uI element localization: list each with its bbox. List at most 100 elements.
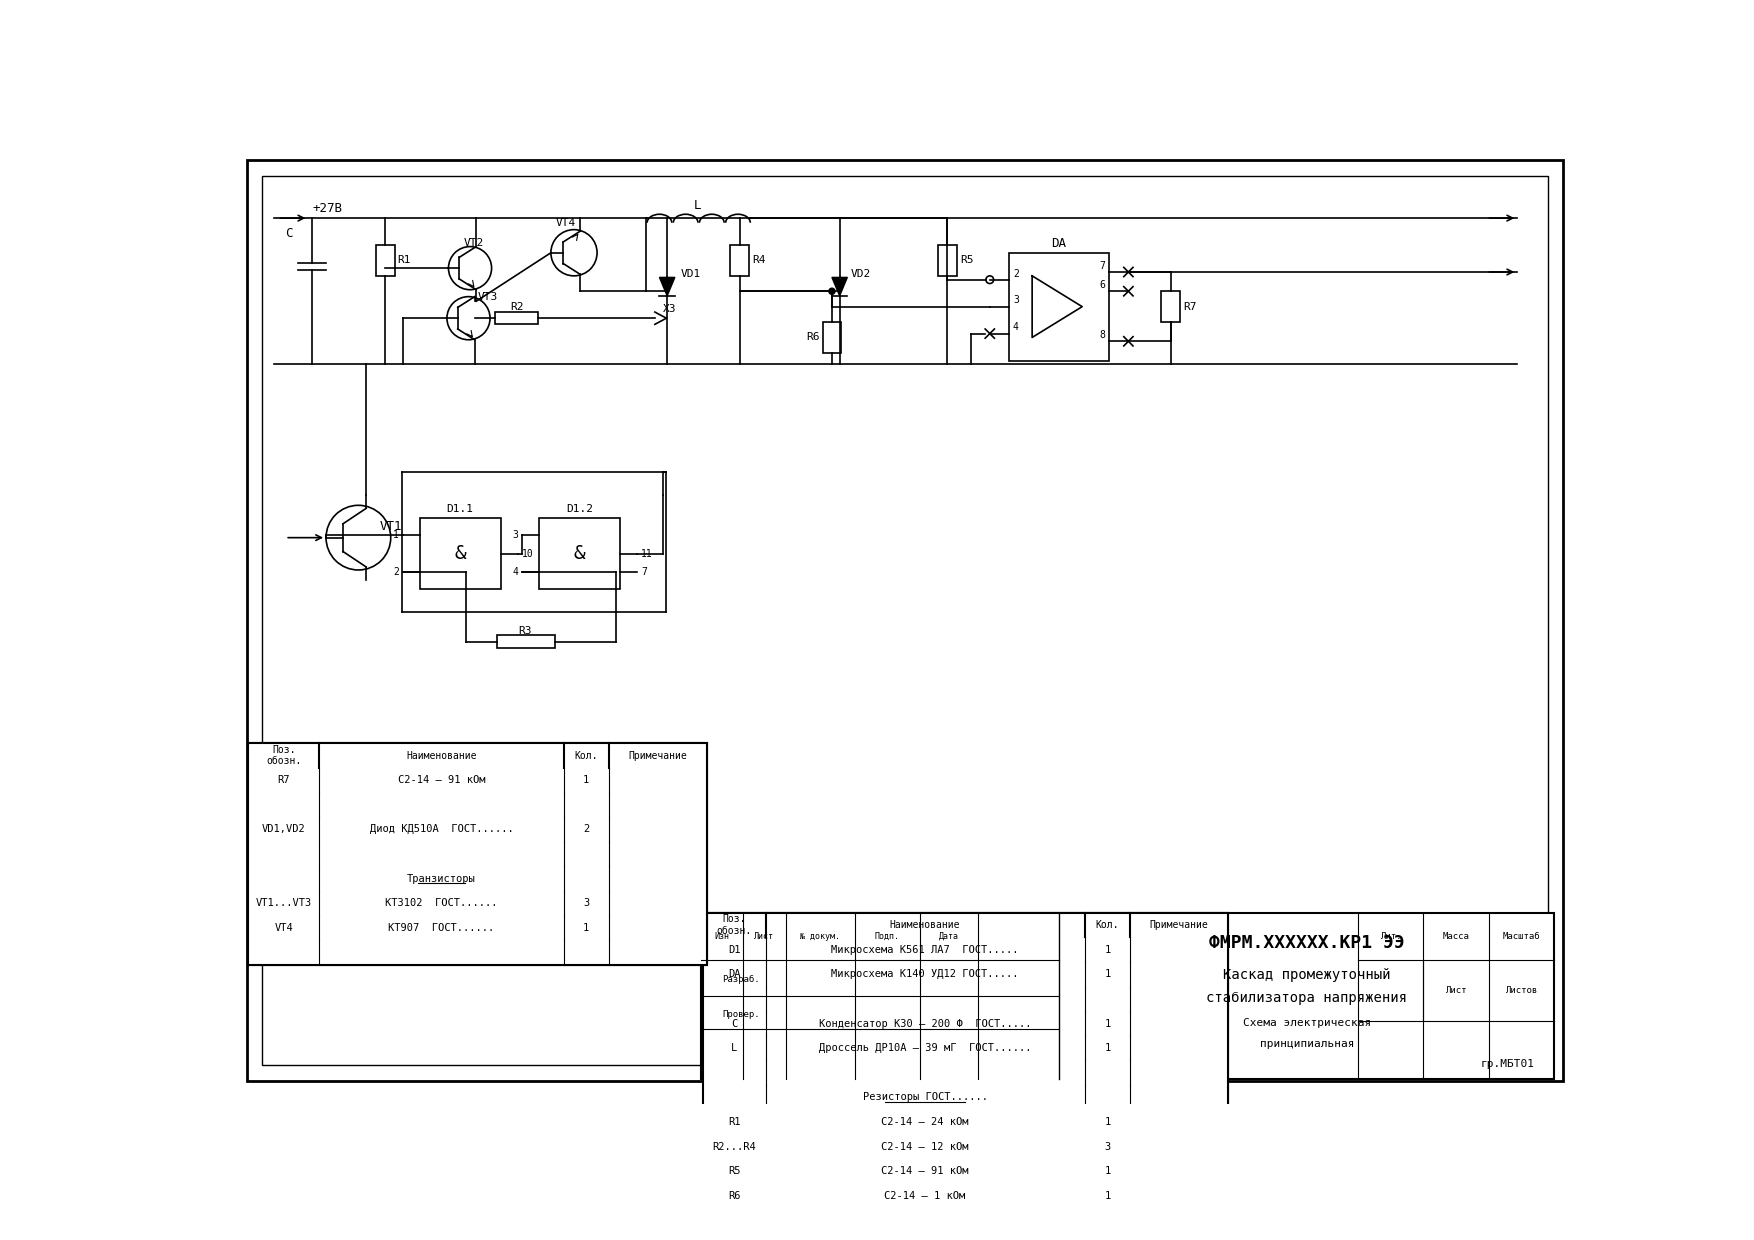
Text: 2: 2 (1012, 269, 1019, 279)
Text: Кол.: Кол. (1096, 920, 1119, 930)
Bar (703, 937, 1228, 962)
Text: 7: 7 (1100, 260, 1105, 270)
Bar (1161, 291, 1180, 322)
Bar (702, 914, 1554, 1079)
Text: Примечание: Примечание (628, 750, 688, 760)
Text: &: & (454, 544, 467, 563)
Bar (703, 1184, 1228, 1208)
Text: R1: R1 (728, 1117, 740, 1127)
Text: Лист: Лист (1445, 986, 1466, 994)
Bar (249, 743, 707, 768)
Text: Масса: Масса (1442, 932, 1470, 941)
Text: DA: DA (728, 970, 740, 980)
Bar (703, 987, 1228, 1011)
Text: Лит.: Лит. (1380, 932, 1401, 941)
Text: 8: 8 (1100, 330, 1105, 340)
Polygon shape (660, 278, 675, 296)
Text: С: С (286, 227, 293, 241)
Text: Изн: Изн (714, 932, 730, 941)
Text: Лист: Лист (754, 932, 774, 941)
Text: R2: R2 (510, 303, 524, 312)
Text: 7: 7 (640, 568, 647, 578)
Text: R7: R7 (1182, 301, 1196, 311)
Bar (249, 915, 707, 940)
Text: стабилизатора напряжения: стабилизатора напряжения (1207, 991, 1407, 1004)
Text: Транзисторы: Транзисторы (407, 874, 475, 884)
Text: Дроссель ДР10А – 39 мГ  ГОСТ......: Дроссель ДР10А – 39 мГ ГОСТ...... (819, 1043, 1031, 1053)
Text: R3: R3 (519, 626, 531, 636)
Text: VT1: VT1 (381, 520, 402, 533)
Bar (419, 518, 502, 589)
Bar (249, 867, 707, 892)
Bar (703, 1135, 1228, 1159)
Text: Примечание: Примечание (1151, 920, 1209, 930)
Text: 3: 3 (1012, 295, 1019, 305)
Bar (703, 1085, 1228, 1110)
Text: 1: 1 (1105, 1190, 1110, 1202)
Text: Подп.: Подп. (875, 932, 900, 941)
Text: 3: 3 (1105, 1142, 1110, 1152)
Text: &: & (574, 544, 586, 563)
Text: DA: DA (1052, 237, 1066, 250)
Text: VD1,VD2: VD1,VD2 (261, 825, 305, 835)
Text: 1: 1 (393, 531, 400, 541)
Text: VT2: VT2 (463, 238, 484, 248)
Text: Поз.
обозн.: Поз. обозн. (267, 745, 302, 766)
Bar (495, 312, 538, 325)
Text: L: L (731, 1043, 737, 1053)
Bar (703, 1011, 1228, 1035)
Text: 6: 6 (1100, 280, 1105, 290)
Text: R5: R5 (728, 1167, 740, 1177)
Bar (703, 962, 1228, 987)
Text: VD2: VD2 (851, 269, 872, 279)
Text: С2-14 – 24 кОм: С2-14 – 24 кОм (881, 1117, 968, 1127)
Text: Наименование: Наименование (889, 920, 961, 930)
Text: VT3: VT3 (477, 293, 498, 303)
Bar (1009, 253, 1109, 361)
Bar (249, 842, 707, 867)
Bar (249, 792, 707, 817)
Text: С: С (731, 1018, 737, 1028)
Text: 11: 11 (640, 549, 652, 559)
Bar (703, 1110, 1228, 1135)
Bar (249, 940, 707, 965)
Bar (496, 635, 554, 647)
Text: 1: 1 (1105, 1043, 1110, 1053)
Bar (375, 246, 395, 275)
Text: 3: 3 (582, 899, 589, 909)
Text: С2-14 – 91 кОм: С2-14 – 91 кОм (398, 775, 486, 785)
Text: 2: 2 (582, 825, 589, 835)
Text: С2-14 – 91 кОм: С2-14 – 91 кОм (881, 1167, 968, 1177)
Text: Дата: Дата (938, 932, 959, 941)
Text: Поз.
обозн.: Поз. обозн. (717, 914, 752, 936)
Text: принципиальная: принципиальная (1259, 1039, 1354, 1049)
Text: 1: 1 (1105, 1117, 1110, 1127)
Bar (823, 322, 842, 353)
Bar (249, 743, 707, 965)
Text: VT4: VT4 (556, 218, 577, 228)
Text: Резисторы ГОСТ......: Резисторы ГОСТ...... (863, 1092, 988, 1102)
Text: Кол.: Кол. (575, 750, 598, 760)
Bar (703, 913, 1228, 1208)
Text: 3: 3 (512, 531, 519, 541)
Text: L: L (695, 200, 702, 212)
Text: ФМРМ.XXXXXX.КР1 ЭЭ: ФМРМ.XXXXXX.КР1 ЭЭ (1209, 934, 1405, 952)
Text: С2-14 – 12 кОм: С2-14 – 12 кОм (881, 1142, 968, 1152)
Text: Листов: Листов (1505, 986, 1538, 994)
Text: R6: R6 (728, 1190, 740, 1202)
Text: Схема электрическая: Схема электрическая (1242, 1018, 1372, 1028)
Bar (249, 768, 707, 792)
Text: 10: 10 (521, 549, 533, 559)
Bar (703, 913, 1228, 937)
Text: Конденсатор К30 – 200 Ф  ГОСТ.....: Конденсатор К30 – 200 Ф ГОСТ..... (819, 1018, 1031, 1028)
Bar (249, 892, 707, 915)
Text: VT1...VT3: VT1...VT3 (256, 899, 312, 909)
Text: R6: R6 (807, 332, 819, 342)
Bar (703, 1060, 1228, 1085)
Text: Х3: Х3 (663, 304, 675, 314)
Text: 4: 4 (512, 568, 519, 578)
Circle shape (830, 288, 835, 294)
Text: 1: 1 (582, 923, 589, 932)
Text: D1: D1 (728, 945, 740, 955)
Bar (703, 1159, 1228, 1184)
